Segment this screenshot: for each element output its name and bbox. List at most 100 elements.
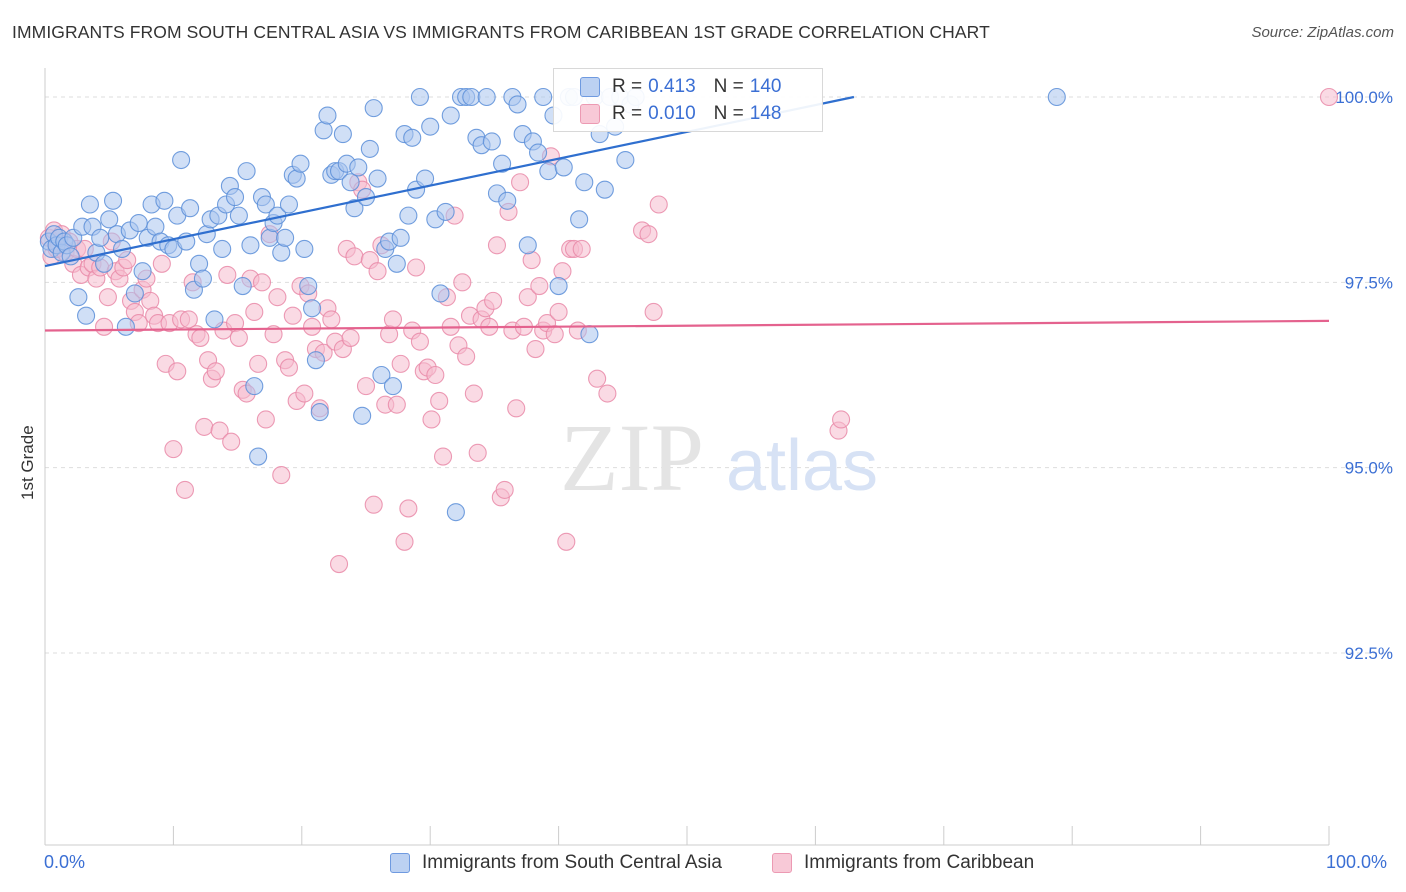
data-point [193,269,212,288]
data-point [95,317,114,336]
series-legend: Immigrants from South Central Asia Immig… [0,852,1406,878]
data-point [295,239,314,259]
data-point [383,310,403,329]
data-point [508,95,527,114]
data-point [511,173,530,192]
data-point [580,325,599,344]
n-value: 140 [749,76,782,97]
data-point [436,202,455,221]
legend-item-south-central-asia[interactable]: Immigrants from South Central Asia [390,852,722,874]
trend-line-caribbean [44,319,1330,332]
legend-item-caribbean[interactable]: Immigrants from Caribbean [772,852,1034,874]
data-point [557,532,576,551]
data-point [649,195,668,214]
data-point [229,328,248,347]
data-point [249,447,268,466]
data-point [264,325,283,344]
axes [44,68,1330,846]
x-tick-max: 100.0% [1326,852,1388,872]
data-point [155,191,174,210]
data-point [477,87,496,107]
data-point [387,395,406,414]
data-point [272,243,291,262]
data-point [213,239,232,259]
data-point [539,162,558,181]
data-point [545,325,564,344]
data-point [237,162,256,181]
data-point [507,399,526,418]
data-point [98,288,117,307]
data-point [595,180,614,199]
data-point [464,384,483,403]
data-point [295,384,314,403]
data-point [310,403,329,422]
data-point [441,106,460,125]
data-point [272,466,291,485]
data-point [493,154,512,173]
data-point [575,173,594,192]
data-point [181,199,200,218]
blue-swatch [580,77,600,97]
legend-label: Immigrants from South Central Asia [422,852,722,873]
data-point [368,169,387,188]
data-point [572,239,591,259]
data-point [329,554,349,574]
data-point [407,258,426,277]
data-point [549,302,568,322]
data-point [341,328,360,347]
data-point [422,410,441,429]
data-point [431,284,450,303]
data-point [191,328,210,347]
data-point [364,495,383,514]
data-point [175,480,195,499]
pink-swatch [772,853,792,873]
data-point [95,254,114,273]
data-point [241,236,260,255]
data-point [206,362,225,381]
data-point [283,306,302,325]
data-point [353,406,372,425]
data-point [222,432,241,451]
data-point [69,288,88,307]
data-point [129,213,148,233]
chart-title: IMMIGRANTS FROM SOUTH CENTRAL ASIA VS IM… [12,22,990,42]
data-point [256,195,275,214]
data-point [487,236,507,255]
data-point [249,354,268,373]
data-point [195,417,214,436]
data-point [218,265,237,284]
data-point [453,273,472,292]
n-label: N = [713,103,744,124]
y-tick-label: 95.0% [1345,459,1393,478]
data-point [322,310,341,329]
data-point [91,228,110,247]
data-point [229,206,248,225]
data-point [276,228,295,247]
watermark-zip: ZIP [560,404,704,511]
data-point [598,384,617,403]
y-tick-labels: 92.5% 95.0% 97.5% 100.0% [1335,88,1393,663]
data-point [364,99,383,118]
data-point [387,254,406,273]
data-point [1319,87,1339,107]
data-point [588,369,607,388]
data-point [383,377,403,396]
data-point [341,173,360,192]
data-point [125,284,144,303]
source-label: Source: ZipAtlas.com [1251,24,1394,41]
data-point [80,195,99,214]
legend-label: Immigrants from Caribbean [804,852,1035,873]
data-point [395,532,414,551]
watermark: ZIP atlas [560,404,878,511]
data-point [303,299,322,318]
data-point [279,195,299,214]
data-point [399,499,418,518]
data-point [299,276,318,296]
data-point [345,247,364,266]
data-point [179,310,198,329]
data-point [433,447,453,466]
data-point [104,191,123,210]
n-value: 148 [749,103,782,124]
data-point [430,391,449,410]
blue-swatch [390,853,410,873]
